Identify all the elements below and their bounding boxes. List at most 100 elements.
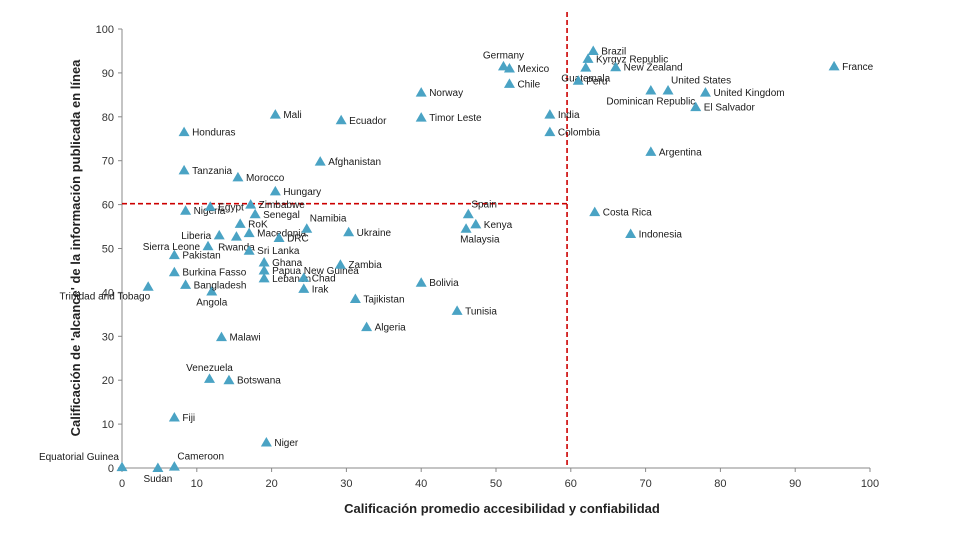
data-point-label: Bangladesh [194, 280, 247, 291]
data-point-marker [572, 75, 584, 85]
data-point-label: India [558, 110, 580, 121]
data-point-marker [349, 293, 361, 303]
data-point-label: Kyrgyz Republic [596, 54, 668, 65]
data-point-marker [223, 374, 235, 385]
data-point-label: Botswana [237, 376, 281, 387]
data-point-marker [152, 462, 164, 472]
data-point-label: Hungary [283, 187, 321, 198]
data-point-marker [503, 78, 515, 88]
data-point-marker [180, 279, 192, 289]
data-point-label: Venezuela [186, 363, 233, 374]
y-tick-label: 100 [96, 24, 114, 36]
data-point-label: Kenya [484, 220, 513, 231]
data-point-marker [301, 223, 313, 233]
data-point-marker [460, 223, 472, 233]
y-tick-label: 70 [102, 156, 114, 168]
data-point-label: Macedonia [257, 229, 306, 240]
data-point-label: Morocco [246, 173, 285, 184]
data-point-marker [168, 249, 180, 260]
x-axis-title: Calificación promedio accesibilidad y co… [344, 501, 660, 516]
data-point-marker [580, 62, 592, 72]
data-point-label: Indonesia [639, 230, 683, 241]
data-point-label: Senegal [263, 210, 300, 221]
data-point-marker [269, 185, 281, 196]
data-point-marker [243, 227, 255, 238]
data-point-label: Sri Lanka [257, 246, 300, 257]
data-point-label: Egypt [218, 202, 244, 213]
data-point-marker [361, 321, 373, 332]
data-point-marker [828, 60, 840, 71]
data-point-label: Colombia [558, 128, 601, 139]
x-tick-label: 20 [265, 478, 277, 490]
data-point-label: Spain [471, 199, 497, 210]
data-point-marker [645, 84, 657, 95]
x-tick-label: 60 [565, 478, 577, 490]
y-axis-title: Calificación de 'alcance' de la informac… [68, 59, 83, 437]
y-tick-label: 40 [102, 287, 114, 299]
x-tick-label: 50 [490, 478, 502, 490]
data-point-label: Sudan [143, 474, 172, 485]
data-point-marker [269, 109, 281, 119]
axes: 0 10 20 30 40 50 60 70 80 90 100 0 10 20 30 40 50 60 70 80 9… [96, 24, 880, 490]
x-tick-label: 100 [861, 478, 879, 490]
data-point-label: Niger [274, 438, 299, 449]
data-point-label: Bolivia [429, 278, 459, 289]
data-point-marker [415, 87, 427, 97]
data-point-marker [334, 259, 346, 269]
y-tick-label: 20 [102, 375, 114, 387]
data-point-label: Dominican Republic [606, 96, 695, 107]
data-point-marker [343, 226, 355, 237]
x-tick-label: 80 [714, 478, 726, 490]
data-point-label: Angola [196, 298, 228, 309]
data-point-marker [625, 228, 637, 239]
data-point-label: RoK [248, 219, 268, 230]
data-point-label: Chad [312, 273, 336, 284]
data-point-label: Guatemala [561, 74, 610, 85]
data-point-marker [142, 281, 154, 291]
data-point-marker [168, 412, 180, 422]
y-tick-label: 30 [102, 331, 114, 343]
data-point-marker [260, 437, 272, 447]
data-point-label: Malawi [229, 333, 260, 344]
data-point-label: Afghanistan [328, 157, 381, 168]
x-tick-label: 90 [789, 478, 801, 490]
data-point-label: Burkina Fasso [182, 268, 246, 279]
data-point-marker [544, 126, 556, 137]
data-point-marker [582, 53, 594, 63]
data-point-label: El Salvador [704, 103, 756, 114]
data-point-label: Tajikistan [363, 294, 404, 305]
x-tick-label: 0 [119, 478, 125, 490]
data-point-label: Irak [312, 284, 330, 295]
data-point-marker [503, 63, 515, 73]
data-point-label: Ukraine [357, 228, 392, 239]
data-point-label: DRC [287, 233, 309, 244]
data-point-label: France [842, 62, 874, 73]
data-point-label: Algeria [375, 323, 407, 334]
data-point-marker [249, 208, 261, 219]
data-point-marker [589, 206, 601, 217]
data-point-marker [415, 112, 427, 122]
data-point-marker [298, 283, 310, 293]
x-tick-label: 10 [191, 478, 203, 490]
y-tick-label: 80 [102, 112, 114, 124]
data-point-label: Chile [517, 79, 540, 90]
data-point-marker [213, 229, 225, 240]
data-point-marker [116, 461, 128, 472]
reference-lines [122, 12, 568, 468]
data-point-marker [258, 264, 270, 275]
data-point-marker [168, 461, 180, 471]
data-point-label: Ghana [272, 258, 302, 269]
data-point-marker [178, 126, 190, 137]
data-point-label: Sierra Leone [143, 242, 201, 253]
data-point-label: Liberia [181, 231, 211, 242]
data-point-marker [258, 257, 270, 267]
data-point-marker [178, 164, 190, 175]
data-point-label: Tunisia [465, 306, 497, 317]
data-point-label: Argentina [659, 147, 702, 158]
data-point-marker [232, 171, 244, 182]
data-point-marker [230, 231, 242, 241]
y-tick-label: 50 [102, 244, 114, 256]
data-point-marker [168, 266, 180, 277]
data-point-label: Rwanda [218, 243, 255, 254]
data-point-label: Nigeria [194, 206, 226, 217]
